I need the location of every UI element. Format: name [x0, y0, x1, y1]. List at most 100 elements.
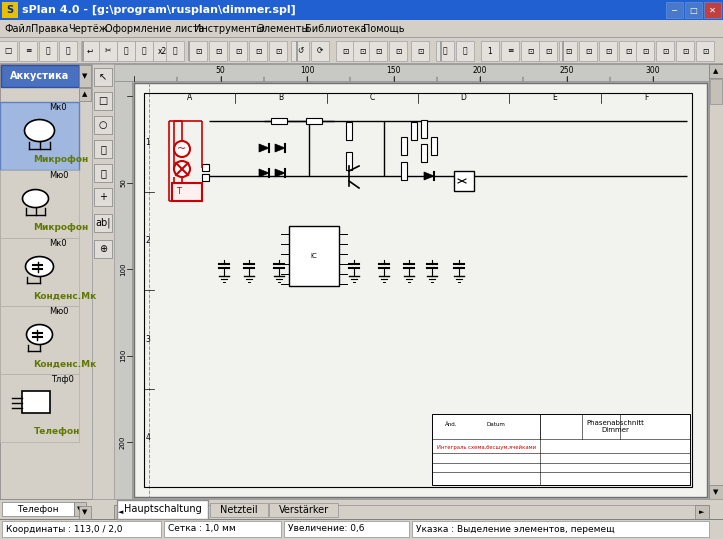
- Bar: [82, 41, 84, 61]
- Text: Микрофон: Микрофон: [33, 155, 89, 164]
- Bar: [92, 64, 114, 499]
- Bar: [79, 88, 91, 101]
- Bar: [94, 214, 112, 232]
- Text: Hauptschaltung: Hauptschaltung: [124, 504, 202, 514]
- Text: Помощь: Помощь: [363, 24, 405, 34]
- Bar: [0, 519, 723, 520]
- Bar: [411, 122, 417, 140]
- Text: Мю0: Мю0: [49, 308, 69, 316]
- Text: Аккустика: Аккустика: [10, 71, 69, 81]
- Text: 100: 100: [300, 66, 315, 75]
- Text: ⊡: ⊡: [194, 46, 201, 56]
- Text: ⊡: ⊡: [585, 46, 591, 56]
- Bar: [81, 41, 99, 61]
- Text: 🗑: 🗑: [173, 46, 177, 56]
- Text: 1: 1: [145, 138, 150, 147]
- Ellipse shape: [25, 120, 54, 142]
- Text: 150: 150: [120, 349, 126, 362]
- Bar: [401, 137, 407, 155]
- Bar: [94, 140, 112, 158]
- Bar: [0, 499, 723, 500]
- Polygon shape: [259, 144, 269, 152]
- Text: ⊡: ⊡: [215, 46, 221, 56]
- Text: Phasenabschnitt
Dimmer: Phasenabschnitt Dimmer: [586, 420, 644, 433]
- Bar: [172, 183, 202, 201]
- Bar: [229, 41, 247, 61]
- Bar: [22, 391, 49, 412]
- Text: ⊡: ⊡: [702, 46, 709, 56]
- Bar: [454, 171, 474, 191]
- Text: ⊡: ⊡: [642, 46, 649, 56]
- Polygon shape: [424, 172, 434, 180]
- Bar: [1, 65, 79, 87]
- Text: ▲: ▲: [82, 91, 87, 97]
- Text: ⊡: ⊡: [375, 46, 381, 56]
- Bar: [166, 41, 184, 61]
- Bar: [114, 64, 709, 81]
- Bar: [153, 41, 171, 61]
- Bar: [579, 41, 597, 61]
- Text: S: S: [7, 5, 14, 15]
- Bar: [440, 41, 442, 61]
- Bar: [685, 2, 702, 18]
- Text: Чертёж: Чертёж: [68, 24, 108, 34]
- Text: ►: ►: [699, 509, 705, 515]
- Bar: [562, 41, 564, 61]
- Bar: [94, 116, 112, 134]
- Text: 50: 50: [215, 66, 226, 75]
- Polygon shape: [275, 169, 285, 177]
- Bar: [99, 41, 117, 61]
- Text: Интеграль схема,бесшум,ячейками: Интеграль схема,бесшум,ячейками: [437, 445, 536, 450]
- Text: ▼: ▼: [82, 509, 87, 515]
- Text: 300: 300: [646, 66, 660, 75]
- Text: ▲: ▲: [714, 68, 719, 74]
- Text: Мк0: Мк0: [49, 103, 67, 113]
- Text: ⊡: ⊡: [254, 46, 261, 56]
- Bar: [135, 41, 153, 61]
- Bar: [0, 238, 79, 306]
- Bar: [421, 144, 427, 162]
- Text: 4: 4: [145, 433, 150, 443]
- Text: ⤢: ⤢: [100, 144, 106, 154]
- Bar: [709, 64, 723, 78]
- Bar: [271, 118, 287, 124]
- Text: D: D: [461, 93, 466, 102]
- Bar: [599, 41, 617, 61]
- Bar: [696, 41, 714, 61]
- Text: 1: 1: [487, 46, 492, 56]
- Text: Оформление листа: Оформление листа: [106, 24, 205, 34]
- Bar: [74, 502, 86, 516]
- Text: F: F: [644, 93, 649, 102]
- Text: 50: 50: [120, 178, 126, 187]
- Ellipse shape: [25, 257, 54, 277]
- Text: ≡: ≡: [25, 46, 31, 56]
- Bar: [19, 41, 37, 61]
- Bar: [401, 162, 407, 180]
- Text: ◄: ◄: [119, 509, 124, 515]
- Text: 🔓: 🔓: [463, 46, 467, 56]
- Text: ⊡: ⊡: [342, 46, 348, 56]
- Text: ~: ~: [177, 144, 187, 154]
- Bar: [666, 2, 683, 18]
- Bar: [144, 93, 692, 487]
- Text: ○: ○: [99, 120, 107, 130]
- Bar: [306, 118, 322, 124]
- Text: ⊡: ⊡: [359, 46, 365, 56]
- Text: ⊡: ⊡: [417, 46, 423, 56]
- Bar: [0, 0, 723, 20]
- Bar: [501, 41, 519, 61]
- Bar: [0, 37, 723, 38]
- Text: Телефон: Телефон: [17, 505, 59, 514]
- Text: 3: 3: [145, 335, 150, 344]
- Text: Увеличение: 0,6: Увеличение: 0,6: [288, 524, 364, 534]
- Polygon shape: [275, 144, 285, 152]
- Bar: [695, 505, 709, 519]
- Text: ⊡: ⊡: [565, 46, 571, 56]
- Text: ▼: ▼: [82, 73, 87, 79]
- Text: ✂: ✂: [105, 46, 111, 56]
- Bar: [79, 65, 91, 87]
- Circle shape: [174, 141, 190, 157]
- Bar: [432, 414, 690, 485]
- Bar: [559, 41, 577, 61]
- Bar: [656, 41, 674, 61]
